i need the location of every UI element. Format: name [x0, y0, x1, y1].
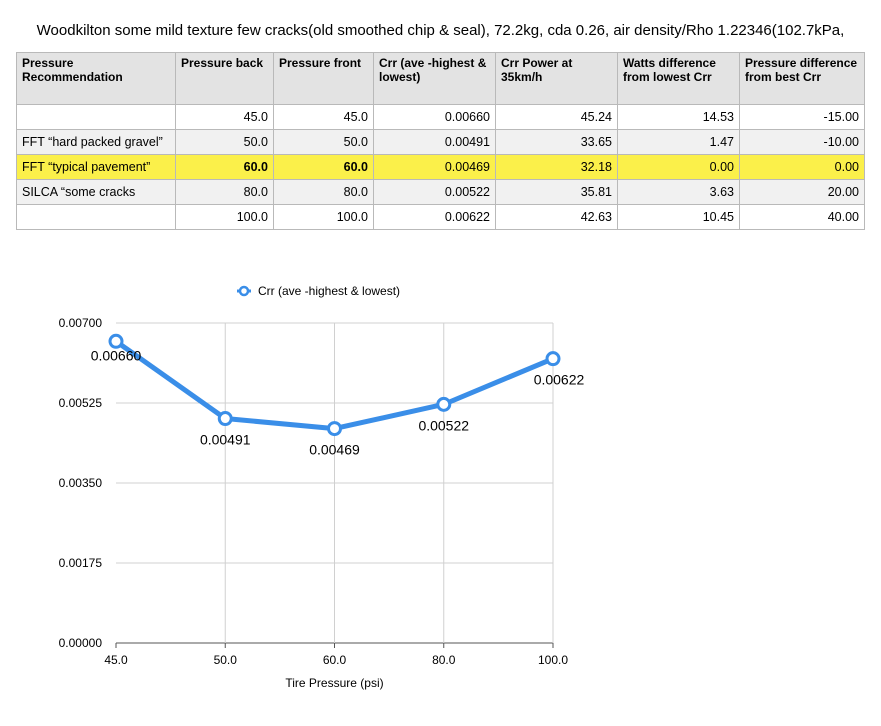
y-tick-label: 0.00175 — [59, 556, 103, 570]
cell-crr: 0.00491 — [373, 129, 496, 155]
cell-crr: 0.00469 — [373, 154, 496, 180]
cell-pdiff: 20.00 — [739, 179, 865, 205]
col-header-pressure-diff: Pressure difference from best Crr — [739, 52, 865, 105]
cell-watts: 14.53 — [617, 104, 740, 130]
cell-front: 60.0 — [273, 154, 374, 180]
col-header-pressure-back: Pressure back — [175, 52, 274, 105]
cell-crr: 0.00622 — [373, 204, 496, 230]
y-tick-label: 0.00000 — [59, 636, 103, 650]
cell-pdiff: -10.00 — [739, 129, 865, 155]
data-label: 0.00491 — [200, 432, 251, 448]
data-label: 0.00660 — [91, 347, 142, 363]
cell-watts: 10.45 — [617, 204, 740, 230]
table-header-row: Pressure Recommendation Pressure back Pr… — [16, 52, 865, 105]
x-tick-label: 100.0 — [538, 653, 568, 667]
table-row-highlighted: FFT “typical pavement” 60.0 60.0 0.00469… — [16, 154, 865, 180]
cell-power: 45.24 — [495, 104, 618, 130]
cell-back: 80.0 — [175, 179, 274, 205]
cell-power: 32.18 — [495, 154, 618, 180]
cell-watts: 1.47 — [617, 129, 740, 155]
col-header-crr: Crr (ave -highest & lowest) — [373, 52, 496, 105]
col-header-recommendation: Pressure Recommendation — [16, 52, 176, 105]
col-header-pressure-front: Pressure front — [273, 52, 374, 105]
y-tick-label: 0.00525 — [59, 396, 103, 410]
cell-crr: 0.00522 — [373, 179, 496, 205]
x-axis-title: Tire Pressure (psi) — [285, 676, 383, 690]
cell-pdiff: 40.00 — [739, 204, 865, 230]
x-tick-label: 50.0 — [214, 653, 238, 667]
cell-label: SILCA “some cracks — [16, 179, 176, 205]
cell-label — [16, 104, 176, 130]
cell-pdiff: -15.00 — [739, 104, 865, 130]
cell-power: 33.65 — [495, 129, 618, 155]
cell-front: 100.0 — [273, 204, 374, 230]
cell-watts: 3.63 — [617, 179, 740, 205]
data-point — [436, 396, 452, 412]
cell-power: 42.63 — [495, 204, 618, 230]
x-tick-label: 45.0 — [104, 653, 128, 667]
cell-label: FFT “hard packed gravel” — [16, 129, 176, 155]
y-tick-label: 0.00350 — [59, 476, 103, 490]
table-row: SILCA “some cracks 80.0 80.0 0.00522 35.… — [16, 179, 865, 205]
data-table: Pressure Recommendation Pressure back Pr… — [16, 52, 865, 230]
cell-back: 50.0 — [175, 129, 274, 155]
col-header-crr-power: Crr Power at 35km/h — [495, 52, 618, 105]
cell-back: 60.0 — [175, 154, 274, 180]
chart-title: Woodkilton some mild texture few cracks(… — [36, 22, 845, 39]
data-label: 0.00522 — [418, 417, 469, 433]
line-chart: 0.00000 0.00175 0.00350 0.00525 0.00700 45.0 5… — [59, 284, 585, 690]
data-label: 0.00622 — [534, 372, 585, 388]
data-point — [217, 411, 233, 427]
cell-back: 45.0 — [175, 104, 274, 130]
table-row: 45.0 45.0 0.00660 45.24 14.53 -15.00 — [16, 104, 865, 130]
data-point — [108, 333, 124, 349]
data-point — [327, 421, 342, 437]
cell-label: FFT “typical pavement” — [16, 154, 176, 180]
y-tick-label: 0.00700 — [59, 316, 103, 330]
cell-crr: 0.00660 — [373, 104, 496, 130]
cell-pdiff: 0.00 — [739, 154, 865, 180]
cell-back: 100.0 — [175, 204, 274, 230]
cell-label — [16, 204, 176, 230]
table-row: FFT “hard packed gravel” 50.0 50.0 0.004… — [16, 129, 865, 155]
legend-swatch-marker — [238, 285, 250, 297]
cell-front: 50.0 — [273, 129, 374, 155]
cell-watts: 0.00 — [617, 154, 740, 180]
x-tick-label: 60.0 — [323, 653, 347, 667]
data-point — [545, 351, 561, 367]
table-row: 100.0 100.0 0.00622 42.63 10.45 40.00 — [16, 204, 865, 230]
legend-label: Crr (ave -highest & lowest) — [258, 284, 400, 298]
cell-power: 35.81 — [495, 179, 618, 205]
x-tick-label: 80.0 — [432, 653, 456, 667]
cell-front: 45.0 — [273, 104, 374, 130]
data-label: 0.00469 — [309, 442, 360, 458]
cell-front: 80.0 — [273, 179, 374, 205]
col-header-watts-diff: Watts difference from lowest Crr — [617, 52, 740, 105]
